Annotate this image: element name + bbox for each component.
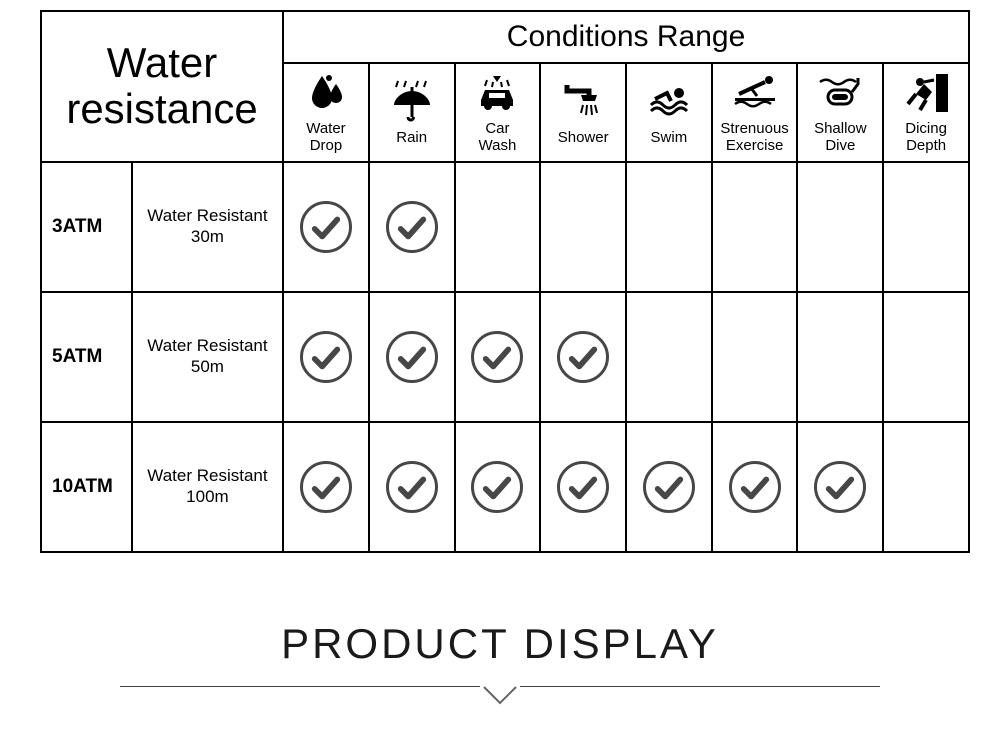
shallow-dive-icon [816,70,864,114]
check-cell [626,292,712,422]
table-row: 5ATMWater Resistant50m [41,292,969,422]
shower-icon [559,79,607,123]
check-cell [369,162,455,292]
cond-dicing-depth: DicingDepth [883,63,969,162]
check-cell [712,292,798,422]
check-cell [883,292,969,422]
check-cell [883,422,969,552]
rain-icon [388,79,436,123]
check-icon [557,461,609,513]
table-row: 3ATMWater Resistant30m [41,162,969,292]
desc-cell: Water Resistant50m [132,292,283,422]
check-cell [369,292,455,422]
check-cell [283,422,369,552]
check-cell [540,422,626,552]
cond-shallow-dive: ShallowDive [797,63,883,162]
car-wash-icon [473,70,521,114]
swim-icon [645,79,693,123]
desc-cell: Water Resistant30m [132,162,283,292]
table-row: 10ATMWater Resistant100m [41,422,969,552]
check-cell [797,162,883,292]
check-cell [455,422,541,552]
table-title-cell: Water resistance [41,11,283,162]
footer-title: PRODUCT DISPLAY [0,620,1000,668]
strenuous-icon [731,70,779,114]
check-cell [626,162,712,292]
check-icon [643,461,695,513]
cond-car-wash: CarWash [455,63,541,162]
check-icon [386,461,438,513]
footer: PRODUCT DISPLAY [0,620,1000,716]
check-cell [283,292,369,422]
check-icon [300,331,352,383]
check-cell [455,162,541,292]
check-icon [300,201,352,253]
title-line2: resistance [66,85,257,132]
cond-swim: Swim [626,63,712,162]
check-icon [471,331,523,383]
chevron-down-icon [480,685,520,707]
cond-water-drop: WaterDrop [283,63,369,162]
check-cell [883,162,969,292]
check-icon [814,461,866,513]
check-cell [455,292,541,422]
title-line1: Water [107,39,217,86]
atm-cell: 10ATM [41,422,132,552]
check-cell [369,422,455,552]
water-resistance-table: Water resistance Conditions Range WaterD… [40,10,970,553]
atm-cell: 3ATM [41,162,132,292]
check-icon [471,461,523,513]
cond-rain: Rain [369,63,455,162]
check-cell [540,162,626,292]
check-cell [712,162,798,292]
check-icon [300,461,352,513]
check-icon [557,331,609,383]
cond-shower: Shower [540,63,626,162]
divider [120,686,880,716]
check-cell [540,292,626,422]
dicing-depth-icon [902,70,950,114]
desc-cell: Water Resistant100m [132,422,283,552]
check-cell [797,292,883,422]
cond-strenuous: StrenuousExercise [712,63,798,162]
water-drop-icon [302,70,350,114]
check-icon [386,201,438,253]
check-icon [729,461,781,513]
check-cell [283,162,369,292]
atm-cell: 5ATM [41,292,132,422]
conditions-title-cell: Conditions Range [283,11,969,63]
check-icon [386,331,438,383]
check-cell [797,422,883,552]
check-cell [626,422,712,552]
check-cell [712,422,798,552]
